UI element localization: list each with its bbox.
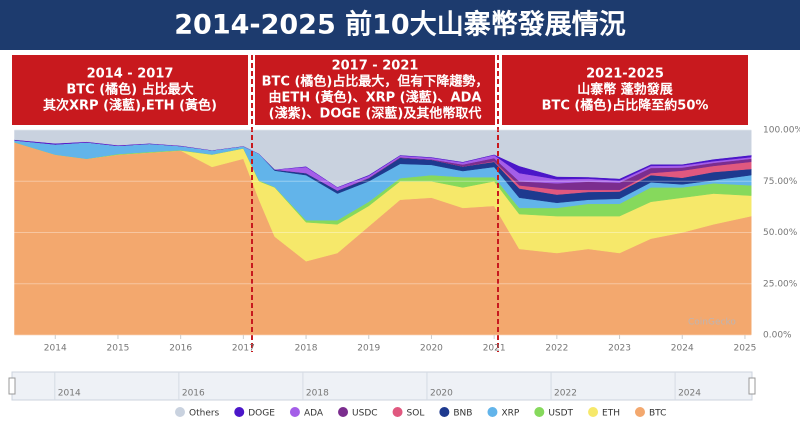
annotation-text: BTC (橘色)占比最大，但有下降趨勢，	[262, 74, 489, 90]
annotation-text: BTC (橘色) 占比最大	[66, 82, 193, 98]
annotation-text: 2017 - 2021	[332, 59, 419, 74]
legend-label[interactable]: ETH	[602, 409, 620, 419]
legend-swatch[interactable]	[234, 407, 245, 417]
navigator-handle[interactable]	[748, 377, 756, 395]
y-tick-label: 50.00%	[763, 228, 798, 238]
navigator-tick-label: 2018	[306, 389, 329, 399]
chart-title: 2014-2025 前10大山寨幣發展情況	[174, 9, 625, 41]
x-tick-label: 2017	[232, 344, 255, 354]
navigator[interactable]	[11, 371, 753, 401]
legend-label[interactable]: ADA	[304, 409, 324, 419]
legend-swatch[interactable]	[635, 407, 645, 417]
legend-label[interactable]: Others	[189, 409, 220, 419]
navigator-handle[interactable]	[8, 377, 16, 395]
watermark: CoinGecko	[688, 318, 736, 328]
navigator-tick-label: 2024	[678, 389, 701, 399]
annotation-box	[12, 55, 248, 125]
legend-swatch[interactable]	[289, 407, 300, 417]
title-banner	[0, 0, 800, 50]
legend-label[interactable]: SOL	[407, 409, 425, 419]
annotation-box	[255, 55, 495, 125]
x-tick-label: 2019	[357, 344, 380, 354]
x-tick-label: 2016	[169, 344, 192, 354]
legend-swatch[interactable]	[534, 407, 545, 417]
legend-swatch[interactable]	[487, 407, 498, 417]
annotation-box	[502, 55, 748, 125]
annotation-text: 2021-2025	[586, 67, 664, 82]
x-tick-label: 2015	[107, 344, 130, 354]
annotation-text: (淺紫)、DOGE (深藍)及其他幣取代	[269, 106, 482, 122]
legend-label[interactable]: BTC	[649, 409, 666, 419]
legend-label[interactable]: XRP	[501, 409, 519, 419]
x-tick-label: 2018	[295, 344, 318, 354]
legend-label[interactable]: BNB	[453, 409, 472, 419]
x-tick-label: 2021	[483, 344, 506, 354]
navigator-tick-label: 2014	[58, 389, 81, 399]
x-tick-label: 2014	[44, 344, 67, 354]
annotation-text: 其次XRP (淺藍),ETH (黃色)	[43, 98, 217, 114]
navigator-tick-label: 2022	[554, 389, 577, 399]
annotation-text: 山寨幣 蓬勃發展	[577, 82, 674, 98]
legend-swatch[interactable]	[392, 407, 403, 417]
x-tick-label: 2024	[671, 344, 694, 354]
legend-label[interactable]: USDT	[548, 409, 573, 419]
y-tick-label: 100.00%	[763, 126, 800, 136]
navigator-tick-label: 2016	[182, 389, 205, 399]
legend-swatch[interactable]	[175, 407, 185, 417]
y-tick-label: 25.00%	[763, 279, 798, 289]
area	[14, 129, 752, 188]
navigator-tick-label: 2020	[430, 389, 453, 399]
x-tick-label: 2025	[733, 344, 756, 354]
annotation-text: 2014 - 2017	[87, 67, 174, 82]
x-tick-label: 2023	[608, 344, 631, 354]
annotation-text: 由ETH (黃色)、XRP (淺藍)、ADA	[269, 90, 482, 106]
legend-swatch[interactable]	[439, 407, 450, 417]
y-tick-label: 0.00%	[763, 331, 792, 341]
legend-swatch[interactable]	[588, 407, 599, 417]
legend-label[interactable]: USDC	[352, 409, 378, 419]
annotation-text: BTC (橘色)占比降至約50%	[542, 98, 709, 114]
legend-label[interactable]: DOGE	[248, 409, 275, 419]
plot-area	[14, 129, 752, 336]
legend-swatch[interactable]	[338, 407, 349, 417]
x-tick-label: 2020	[420, 344, 443, 354]
y-tick-label: 75.00%	[763, 177, 798, 187]
x-tick-label: 2022	[545, 344, 568, 354]
